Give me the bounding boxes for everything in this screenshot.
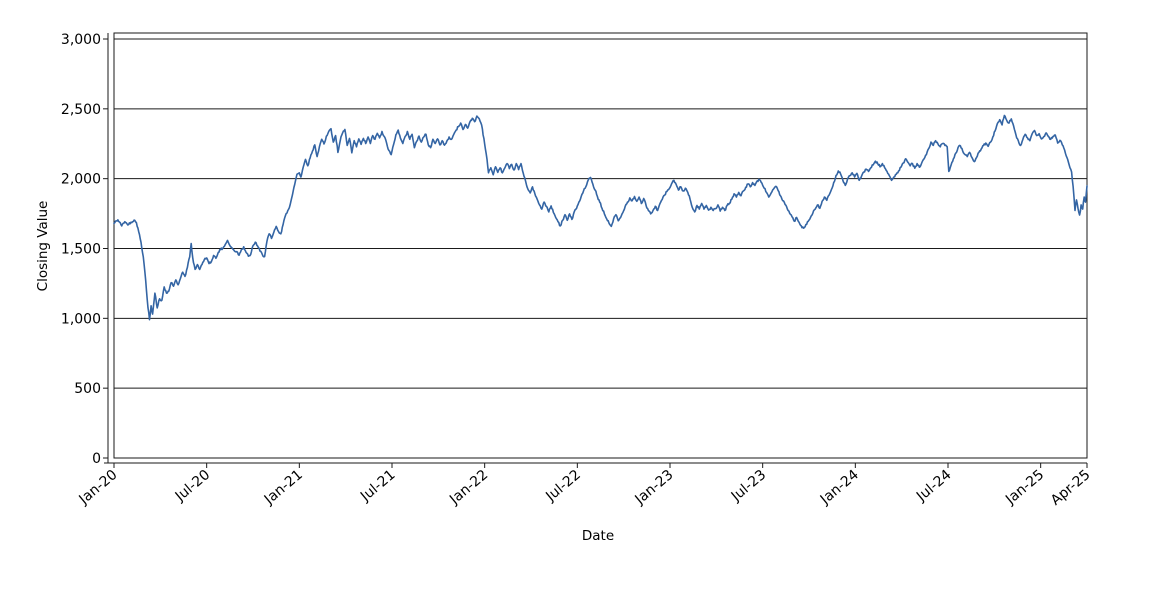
closing-value-line: [113, 114, 1088, 321]
y-tick-label: 0: [92, 451, 101, 467]
y-tick-label: 3,000: [61, 32, 101, 48]
x-tick-label: Jan-22: [446, 467, 491, 508]
x-tick-label: Jul-22: [542, 467, 584, 505]
y-tick-label: 2,500: [61, 102, 101, 118]
x-tick-label: Jul-24: [913, 467, 955, 506]
x-tick-label: Jul-20: [172, 467, 214, 505]
x-axis-title: Date: [582, 528, 614, 544]
x-tick-label: Jan-24: [817, 467, 862, 509]
x-tick-label: Jan-25: [1002, 467, 1047, 508]
y-tick-label: 1,000: [61, 311, 101, 327]
x-tick-label: Apr-25: [1048, 467, 1094, 509]
y-tick-label: 500: [74, 381, 101, 397]
x-tick-label: Jul-21: [357, 467, 399, 505]
y-axis-title: Closing Value: [35, 201, 51, 292]
x-tick-label: Jan-21: [261, 467, 306, 508]
plot-area: 0 500 1,000 1,500 2,000 2,500 3,000 Jan-20 Jul-2…: [61, 32, 1094, 509]
y-tick-label: 2,000: [61, 172, 101, 188]
plot-frame: [113, 32, 1088, 459]
y-tick-label: 1,500: [61, 242, 101, 258]
x-tick-label: Jul-23: [728, 467, 770, 505]
x-tick-label: Jan-23: [631, 467, 676, 508]
x-tick-label: Jan-20: [75, 467, 120, 508]
